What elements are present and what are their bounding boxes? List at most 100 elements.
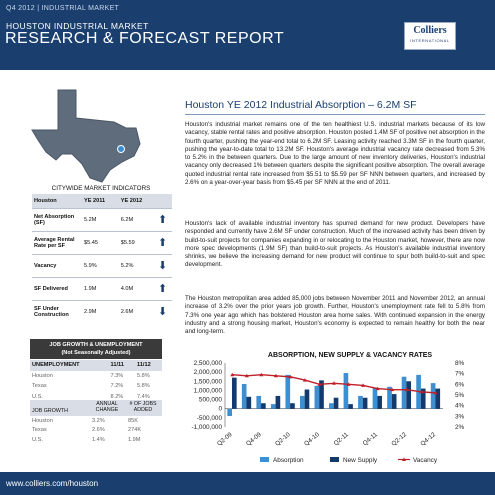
market-indicators-table: Houston YE 2011 YE 2012 Net Absorption (… (32, 194, 172, 323)
texas-map-icon (31, 89, 141, 183)
job-growth-label: JOB GROWTH (32, 408, 68, 414)
x-tick-label: Q2-10 (274, 431, 292, 448)
bar-absorption (299, 395, 305, 409)
y-tick-label: 2,000,000 (194, 369, 223, 376)
table-row: Texas 2.6% 274K (32, 427, 142, 434)
bar-absorption (387, 386, 392, 409)
vacancy-point (346, 382, 351, 386)
vacancy-point (390, 387, 395, 392)
logo-name: Colliers (413, 25, 447, 36)
table-row: SF Under Construction 2.9M 2.6M ⬇ (32, 299, 172, 323)
arrow-down-icon: ⬇ (156, 253, 172, 277)
bar-new-supply (333, 397, 339, 409)
bar-absorption (430, 383, 436, 409)
vacancy-point (332, 381, 336, 385)
y-tick-label: 1,000,000 (194, 387, 223, 394)
vacancy-point (244, 373, 249, 378)
y-tick-label: 2,500,000 (194, 360, 223, 367)
vacancy-point (259, 372, 264, 377)
x-tick-label: Q2-09 (216, 431, 234, 448)
footer-url[interactable]: www.colliers.com/houston (0, 472, 495, 495)
bar-absorption (329, 403, 334, 409)
y2-tick-label: 5% (455, 392, 465, 399)
table-header: YE 2011 (82, 194, 119, 208)
y2-tick-label: 3% (455, 413, 465, 420)
vacancy-point (375, 386, 380, 391)
article-paragraph-3: The Houston metropolitan area added 85,0… (185, 295, 485, 336)
vacancy-point (419, 389, 424, 394)
y2-tick-label: 8% (455, 360, 465, 367)
annual-change-header: ANNUAL CHANGE (95, 401, 119, 413)
legend-label: New Supply (343, 457, 378, 464)
bar-absorption (285, 374, 291, 409)
table-row: U.S. 1.4% 1.9M (32, 436, 141, 443)
article-paragraph-2: Houston's lack of available industrial i… (185, 220, 485, 269)
table-row: Houston 3.2% 85K (32, 417, 138, 424)
y-tick-label: 0 (218, 406, 222, 413)
bar-new-supply (377, 395, 382, 409)
table-row: U.S. 8.2% 7.4% (32, 393, 150, 400)
table-header: 11/12 (135, 360, 162, 371)
y2-tick-label: 2% (455, 424, 465, 431)
bar-absorption (314, 385, 320, 409)
report-title: RESEARCH & FORECAST REPORT (5, 30, 285, 47)
bar-absorption (343, 373, 349, 409)
table-header: YE 2012 (118, 194, 156, 208)
jobs-title-box: JOB GROWTH & UNEMPLOYMENT (Not Seasonall… (30, 339, 162, 359)
bar-absorption (358, 395, 363, 409)
bar-new-supply (362, 397, 368, 409)
y2-tick-label: 7% (455, 371, 465, 378)
x-tick-label: Q4-10 (303, 431, 321, 448)
title-divider (185, 114, 485, 115)
bar-absorption (270, 404, 276, 409)
arrow-up-icon: ⬆ (156, 230, 172, 254)
x-tick-label: Q4-12 (419, 431, 437, 448)
x-tick-label: Q4-09 (245, 431, 263, 448)
table-row: Net Absorption (SF) 5.2M 6.2M ⬆ (32, 207, 172, 231)
arrow-up-icon: ⬆ (156, 207, 172, 231)
bar-new-supply (261, 403, 266, 409)
indicators-title: CITYWIDE MARKET INDICATORS (51, 185, 151, 192)
bar-absorption (241, 384, 247, 409)
legend-label: Absorption (273, 457, 304, 464)
bar-new-supply (348, 404, 353, 409)
article-paragraph-1: Houston's industrial market remains one … (185, 121, 485, 187)
chart-title: ABSORPTION, NEW SUPPLY & VACANCY RATES (267, 352, 433, 359)
legend-label: Vacancy (413, 457, 438, 464)
table-header (156, 194, 172, 208)
table-header: Houston (32, 194, 82, 208)
table-row: Houston 7.3% 5.8% (32, 372, 150, 379)
vacancy-point (302, 378, 307, 382)
bar-new-supply (231, 377, 237, 409)
report-topbar: Q4 2012 | INDUSTRIAL MARKET (0, 0, 495, 18)
y-tick-label: -1,000,000 (191, 424, 222, 431)
job-growth-table: Houston 3.2% 85K Texas 2.6% 274K U.S. 1.… (30, 416, 162, 445)
colliers-logo: Colliers INTERNATIONAL (404, 22, 456, 50)
jobs-added-header: # OF JOBS ADDED (129, 401, 157, 413)
arrow-down-icon: ⬇ (156, 299, 172, 323)
bar-absorption (401, 376, 407, 409)
y-tick-label: 500,000 (199, 397, 223, 404)
bar-new-supply (406, 381, 412, 409)
x-tick-label: Q2-11 (332, 431, 350, 447)
bar-new-supply (319, 380, 324, 409)
bar-absorption (227, 408, 232, 417)
x-tick-label: Q2-12 (390, 431, 408, 448)
bar-new-supply (420, 388, 426, 409)
table-row: SF Delivered 1.9M 4.0M ⬆ (32, 276, 172, 300)
absorption-supply-vacancy-chart: 2,500,000 2,000,000 1,500,000 1,000,000 500,… (191, 360, 465, 464)
legend-swatch (260, 457, 269, 462)
table-header: UNEMPLOYMENT (30, 360, 109, 371)
vacancy-point (273, 373, 278, 378)
y2-tick-label: 6% (455, 381, 465, 388)
logo-tagline: INTERNATIONAL (410, 38, 450, 43)
vacancy-point (361, 383, 366, 387)
bar-absorption (256, 395, 262, 409)
article-title: Houston YE 2012 Industrial Absorption – … (185, 99, 417, 111)
y-tick-label: -500,000 (197, 415, 223, 422)
unemployment-table: UNEMPLOYMENT 11/11 11/12 Houston 7.3% 5.… (30, 360, 162, 402)
legend-swatch (330, 457, 339, 462)
y-tick-label: 1,500,000 (194, 378, 223, 385)
table-row: Vacancy 5.9% 5.2% ⬇ (32, 253, 172, 277)
x-tick-label: Q4-11 (362, 431, 380, 447)
